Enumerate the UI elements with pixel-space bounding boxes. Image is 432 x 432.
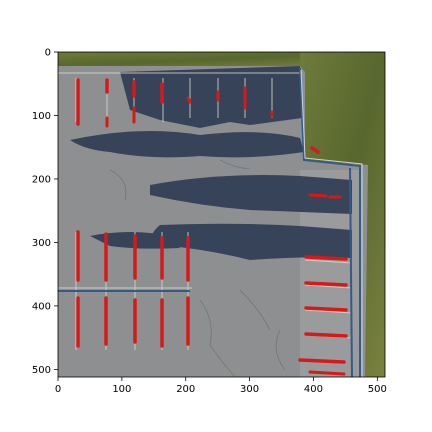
y-tick-label: 100 — [32, 111, 51, 122]
y-tick-label: 300 — [32, 238, 51, 249]
y-tick-label: 400 — [32, 301, 51, 312]
x-tick-label: 200 — [176, 384, 195, 395]
pavement-cracks — [109, 159, 286, 377]
y-tick-label: 200 — [32, 174, 51, 185]
x-tick-label: 300 — [240, 384, 259, 395]
x-axis: 0 100 200 300 400 500 — [55, 377, 387, 395]
y-tick-label: 0 — [45, 48, 51, 59]
x-tick-label: 500 — [368, 384, 387, 395]
grass-right — [300, 52, 385, 377]
axes-frame — [57, 51, 386, 378]
curb-highlights — [300, 69, 363, 377]
red-overlay-marks — [76, 78, 348, 376]
curbs — [58, 67, 361, 377]
y-axis: 0 100 200 300 400 500 — [32, 48, 58, 376]
y-tick-label: 500 — [32, 365, 51, 376]
x-tick-label: 100 — [112, 384, 131, 395]
x-tick-label: 0 — [55, 384, 61, 395]
x-tick-label: 400 — [304, 384, 323, 395]
aerial-parking-lot-image — [58, 52, 385, 377]
tree-shadows — [70, 66, 352, 260]
